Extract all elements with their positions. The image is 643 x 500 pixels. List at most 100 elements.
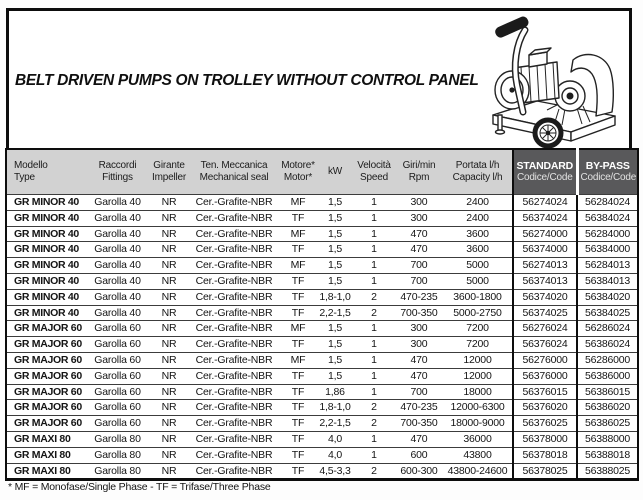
cell-impeller: NR: [149, 304, 189, 321]
cell-capacity: 3600-1800: [443, 288, 513, 306]
column-header-fittings: Raccordi Fittings: [86, 149, 149, 195]
column-header-line2: Capacity l/h: [452, 172, 503, 183]
cell-fittings: Garolla 60: [86, 399, 149, 416]
cell-model: GR MINOR 40: [6, 225, 86, 242]
cell-motor: TF: [279, 272, 317, 290]
cell-capacity: 3600: [443, 241, 513, 258]
cell-bypass: 56284000: [576, 225, 638, 242]
cell-standard: 56376024: [512, 336, 577, 353]
cell-motor: TF: [279, 288, 317, 306]
table-header: Modello Type Raccordi Fittings Girante Impell…: [6, 149, 638, 195]
cell-kw: 4,0: [317, 446, 353, 464]
cell-fittings: Garolla 40: [86, 194, 149, 211]
cell-capacity: 5000: [443, 257, 513, 274]
cell-model: GR MAXI 80: [6, 446, 86, 464]
cell-speed: 1: [353, 209, 395, 227]
cell-kw: 1,8-1,0: [317, 288, 353, 306]
cell-standard: 56374024: [512, 209, 577, 227]
cell-capacity: 36000: [443, 430, 513, 448]
cell-kw: 1,5: [317, 272, 353, 290]
cell-model: GR MINOR 40: [6, 288, 86, 306]
table-row: GR MINOR 40 Garolla 40 NR Cer.-Grafite-NBR M…: [6, 225, 638, 242]
table-row: GR MAXI 80 Garolla 80 NR Cer.-Grafite-NBR TF…: [6, 462, 638, 480]
cell-rpm: 300: [395, 336, 443, 353]
table-row: GR MINOR 40 Garolla 40 NR Cer.-Grafite-NBR T…: [6, 209, 638, 227]
cell-model: GR MINOR 40: [6, 272, 86, 290]
cell-motor: MF: [279, 194, 317, 211]
cell-kw: 1,5: [317, 351, 353, 369]
table-row: GR MINOR 40 Garolla 40 NR Cer.-Grafite-NBR T…: [6, 288, 638, 306]
cell-speed: 1: [353, 225, 395, 242]
cell-rpm: 470: [395, 430, 443, 448]
cell-capacity: 43800-24600: [443, 462, 513, 480]
cell-motor: TF: [279, 399, 317, 416]
cell-model: GR MAJOR 60: [6, 399, 86, 416]
cell-impeller: NR: [149, 194, 189, 211]
cell-bypass: 56386015: [576, 383, 638, 400]
cell-seal: Cer.-Grafite-NBR: [189, 336, 279, 353]
column-header-line1: BY-PASS: [585, 159, 630, 172]
cell-standard: 56274013: [512, 257, 577, 274]
cell-kw: 1,5: [317, 336, 353, 353]
column-header-line1: Portata l/h: [455, 159, 500, 171]
table-row: GR MINOR 40 Garolla 40 NR Cer.-Grafite-NBR T…: [6, 304, 638, 321]
cell-seal: Cer.-Grafite-NBR: [189, 272, 279, 290]
cell-standard: 56374025: [512, 304, 577, 321]
cell-kw: 1,5: [317, 225, 353, 242]
cell-capacity: 2400: [443, 209, 513, 227]
cell-model: GR MINOR 40: [6, 209, 86, 227]
cell-model: GR MAJOR 60: [6, 336, 86, 353]
cell-model: GR MINOR 40: [6, 194, 86, 211]
column-header-line2: Speed: [360, 172, 388, 183]
cell-bypass: 56384020: [576, 288, 638, 306]
table-row: GR MAJOR 60 Garolla 60 NR Cer.-Grafite-NBR M…: [6, 351, 638, 369]
cell-speed: 2: [353, 304, 395, 321]
cell-seal: Cer.-Grafite-NBR: [189, 415, 279, 432]
cell-impeller: NR: [149, 367, 189, 385]
cell-speed: 1: [353, 336, 395, 353]
column-header-line2: Codice/Code: [580, 172, 637, 183]
table-row: GR MAJOR 60 Garolla 60 NR Cer.-Grafite-NBR T…: [6, 383, 638, 400]
cell-fittings: Garolla 60: [86, 336, 149, 353]
cell-bypass: 56386025: [576, 415, 638, 432]
cell-seal: Cer.-Grafite-NBR: [189, 241, 279, 258]
cell-bypass: 56388018: [576, 446, 638, 464]
cell-fittings: Garolla 40: [86, 288, 149, 306]
column-header-line2: Motor*: [283, 172, 313, 183]
cell-kw: 1,5: [317, 209, 353, 227]
pump-table-wrap: Modello Type Raccordi Fittings Girante Impell…: [5, 148, 639, 482]
cell-bypass: 56286000: [576, 351, 638, 369]
cell-model: GR MINOR 40: [6, 241, 86, 258]
cell-standard: 56376020: [512, 399, 577, 416]
cell-bypass: 56286024: [576, 320, 638, 337]
cell-rpm: 470: [395, 225, 443, 242]
cell-kw: 4,0: [317, 430, 353, 448]
page-title: BELT DRIVEN PUMPS ON TROLLEY WITHOUT CON…: [15, 72, 479, 89]
cell-standard: 56274024: [512, 194, 577, 211]
column-header-line1: Raccordi: [98, 159, 137, 171]
cell-motor: TF: [279, 430, 317, 448]
cell-seal: Cer.-Grafite-NBR: [189, 367, 279, 385]
column-header-line2: Type: [14, 172, 35, 183]
cell-motor: TF: [279, 383, 317, 400]
cell-impeller: NR: [149, 209, 189, 227]
cell-fittings: Garolla 40: [86, 257, 149, 274]
cell-kw: 1,5: [317, 194, 353, 211]
cell-bypass: 56384013: [576, 272, 638, 290]
table-row: GR MAJOR 60 Garolla 60 NR Cer.-Grafite-NBR T…: [6, 399, 638, 416]
cell-model: GR MAJOR 60: [6, 320, 86, 337]
column-header-line2: Codice/Code: [516, 172, 573, 183]
cell-capacity: 7200: [443, 336, 513, 353]
column-header-line1: kW: [327, 165, 343, 177]
cell-seal: Cer.-Grafite-NBR: [189, 209, 279, 227]
cell-capacity: 5000: [443, 272, 513, 290]
cell-speed: 1: [353, 194, 395, 211]
cell-rpm: 470-235: [395, 399, 443, 416]
column-header-rpm: Giri/min Rpm: [395, 149, 443, 195]
cell-rpm: 700-350: [395, 304, 443, 321]
table-row: GR MAJOR 60 Garolla 60 NR Cer.-Grafite-NBR T…: [6, 367, 638, 385]
cell-model: GR MINOR 40: [6, 257, 86, 274]
cell-capacity: 7200: [443, 320, 513, 337]
cell-motor: TF: [279, 209, 317, 227]
